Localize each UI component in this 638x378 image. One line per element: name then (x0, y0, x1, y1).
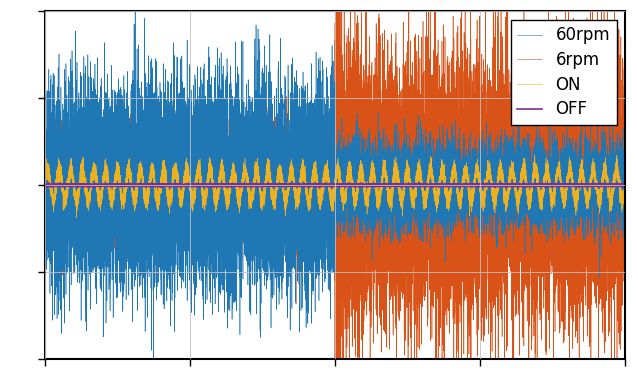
ON (584, 199, 591, 203)
Line: 6rpm: 6rpm (45, 0, 625, 378)
60rpm (457, 147, 464, 151)
OFF (457, 183, 464, 187)
60rpm (186, 64, 193, 69)
ON (392, 171, 399, 175)
ON (413, 178, 421, 183)
60rpm (392, 199, 399, 203)
60rpm (41, 97, 48, 102)
6rpm (413, 326, 421, 331)
Legend: 60rpm, 6rpm, ON, OFF: 60rpm, 6rpm, ON, OFF (510, 20, 617, 125)
ON (73, 215, 80, 220)
OFF (315, 183, 323, 187)
6rpm (621, 261, 629, 266)
60rpm (584, 169, 591, 174)
OFF (584, 182, 591, 187)
ON (41, 183, 48, 188)
6rpm (41, 175, 48, 179)
6rpm (315, 184, 323, 189)
6rpm (584, 143, 591, 147)
Line: ON: ON (45, 155, 625, 218)
60rpm (315, 152, 323, 156)
ON (186, 187, 193, 192)
ON (621, 180, 629, 184)
ON (531, 152, 538, 157)
60rpm (621, 190, 629, 194)
OFF (186, 182, 193, 187)
60rpm (150, 365, 158, 370)
OFF (392, 183, 399, 188)
OFF (429, 185, 437, 190)
OFF (621, 183, 629, 188)
60rpm (413, 205, 421, 210)
6rpm (457, 250, 464, 254)
OFF (41, 181, 48, 186)
Line: 60rpm: 60rpm (45, 0, 625, 367)
6rpm (186, 111, 193, 116)
ON (457, 198, 464, 203)
Line: OFF: OFF (45, 183, 625, 187)
OFF (413, 183, 421, 187)
6rpm (392, 266, 399, 271)
ON (315, 194, 323, 199)
60rpm (131, 0, 139, 2)
OFF (45, 180, 52, 185)
